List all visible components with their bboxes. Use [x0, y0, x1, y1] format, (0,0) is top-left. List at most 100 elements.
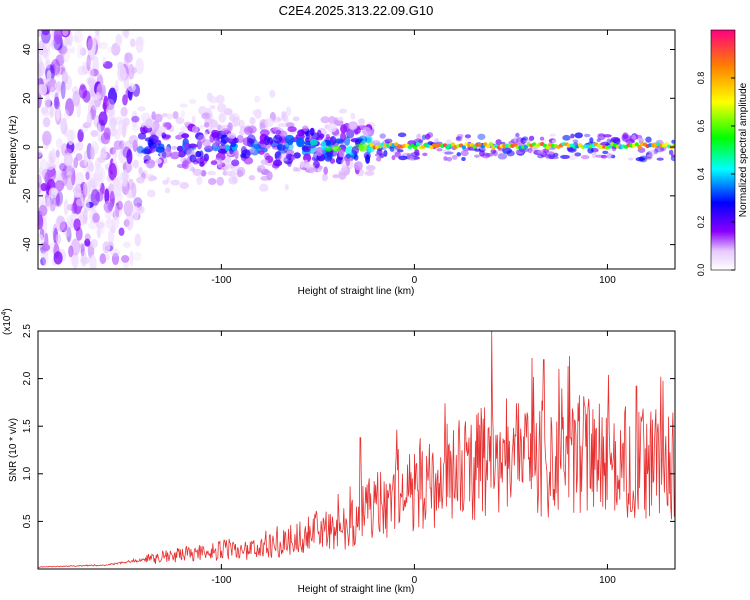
- spectrogram-cell: [86, 111, 93, 128]
- spectrogram-cell: [241, 149, 251, 159]
- spectrogram-cell: [154, 113, 163, 123]
- spectrogram-cell: [38, 233, 45, 248]
- spectrogram-cell: [65, 102, 73, 116]
- spectrogram-cell: [77, 43, 83, 59]
- spectrogram-cell: [122, 30, 127, 38]
- spectrogram-cell: [260, 159, 269, 166]
- spectrogram-cell: [376, 148, 383, 155]
- spectrogram-cell: [362, 126, 372, 136]
- spectrogram-cell: [264, 117, 274, 128]
- spectrogram-cell: [107, 183, 115, 200]
- spectrogram-cell: [231, 159, 240, 167]
- spectrogram-cell: [574, 132, 583, 139]
- spectrogram-cell: [293, 152, 301, 159]
- spectrogram-cell: [133, 197, 143, 208]
- spectrogram-cell: [365, 154, 371, 164]
- spectrogram-cell: [238, 119, 245, 129]
- spectrogram-cell: [668, 149, 674, 156]
- spectrogram-cell: [216, 176, 225, 186]
- spectrogram-cell: [422, 152, 428, 157]
- spectrogram-cell: [515, 148, 525, 155]
- snr-y-tick-label: 1.5: [22, 419, 33, 433]
- spectrogram-cell: [207, 170, 216, 176]
- spectrogram-cell: [122, 117, 130, 126]
- spectrogram-cell: [86, 77, 91, 85]
- spectrogram-cell: [337, 116, 344, 122]
- spectrogram-cell: [634, 142, 639, 147]
- spectrogram-cell: [596, 138, 601, 142]
- spectrogram-cell: [82, 208, 88, 225]
- spectrogram-cell: [79, 243, 85, 250]
- spectrogram-cell: [223, 129, 230, 134]
- spectrogram-cell: [38, 182, 42, 195]
- spectrogram-cell: [45, 47, 51, 57]
- spectrogram-cell: [96, 226, 102, 239]
- spectrogram-cell: [129, 38, 136, 48]
- spectrogram-ylabel: Frequency (Hz): [8, 116, 19, 185]
- spectrogram-cell: [71, 35, 79, 42]
- spectrogram-cell: [549, 156, 559, 160]
- spectrogram-cell: [66, 227, 72, 243]
- spectrogram-cell: [166, 113, 173, 120]
- spectrogram-y-tick-label: 40: [22, 44, 33, 56]
- spectrogram-cell: [537, 149, 544, 154]
- spectrogram-cell: [54, 81, 65, 91]
- spectrogram-cell: [444, 151, 454, 155]
- spectrogram-cell: [145, 159, 156, 169]
- spectrogram-cell: [172, 151, 180, 157]
- spectrogram-cell: [132, 205, 139, 222]
- spectrogram-cell: [74, 183, 82, 199]
- spectrogram-cell: [86, 54, 91, 71]
- spectrogram-cell: [580, 155, 590, 160]
- spectrogram-cell: [55, 233, 62, 245]
- spectrogram-cell: [192, 168, 203, 177]
- spectrogram-cell: [305, 132, 311, 140]
- spectrogram-cell: [611, 145, 617, 152]
- spectrogram-frame: [37, 29, 676, 270]
- spectrogram-cell: [155, 158, 162, 164]
- spectrogram-panel: -100 0 100 -40 -20 0 20 40 Height of straight …: [8, 29, 676, 297]
- spectrogram-cell: [600, 154, 608, 159]
- spectrogram-cell: [90, 129, 98, 138]
- spectrogram-cell: [50, 148, 56, 158]
- spectrogram-cell: [552, 152, 559, 157]
- spectrogram-cell: [119, 140, 127, 156]
- spectrogram-cell: [456, 152, 462, 157]
- spectrogram-cell: [302, 159, 309, 168]
- spectrogram-cell: [49, 86, 56, 98]
- spectrogram-cell: [162, 112, 168, 118]
- spectrogram-xlabel: Height of straight line (km): [298, 286, 415, 297]
- spectrogram-cell: [416, 133, 422, 140]
- spectrogram-cell: [85, 171, 90, 180]
- snr-y-tick-label: 1.0: [22, 466, 33, 480]
- spectrogram-cell: [338, 108, 348, 114]
- spectrogram-cell: [105, 253, 110, 261]
- spectrogram-cell: [151, 123, 156, 132]
- spectrogram-cell: [49, 105, 54, 119]
- spectrogram-cell: [413, 145, 418, 150]
- spectrogram-cell: [292, 116, 300, 122]
- spectrogram-cell: [80, 125, 89, 133]
- spectrogram-cell: [42, 130, 52, 146]
- colorbar-tick-label: 0.6: [696, 120, 706, 133]
- spectrogram-cell: [63, 198, 69, 216]
- spectrogram-cell: [216, 124, 222, 131]
- spectrogram-cell: [101, 145, 108, 162]
- spectrogram-cell: [124, 52, 133, 63]
- snr-exponent-base: (x10: [2, 315, 13, 335]
- spectrogram-cell: [227, 132, 237, 139]
- spectrogram-cell: [446, 156, 453, 162]
- spectrogram-cell: [591, 152, 598, 159]
- spectrogram-cell: [607, 144, 612, 149]
- spectrogram-cell: [96, 124, 102, 142]
- spectrogram-cell: [74, 30, 83, 44]
- spectrogram-cell: [656, 157, 664, 161]
- spectrogram-cell: [415, 142, 421, 147]
- spectrogram-cell: [84, 233, 91, 242]
- spectrogram-cell: [110, 248, 121, 257]
- spectrogram-cell: [243, 126, 254, 135]
- spectrogram-cell: [648, 149, 658, 155]
- spectrogram-y-ticks: -40 -20 0 20 40: [22, 44, 675, 252]
- spectrogram-cell: [79, 47, 87, 56]
- spectrogram-cell: [379, 153, 385, 159]
